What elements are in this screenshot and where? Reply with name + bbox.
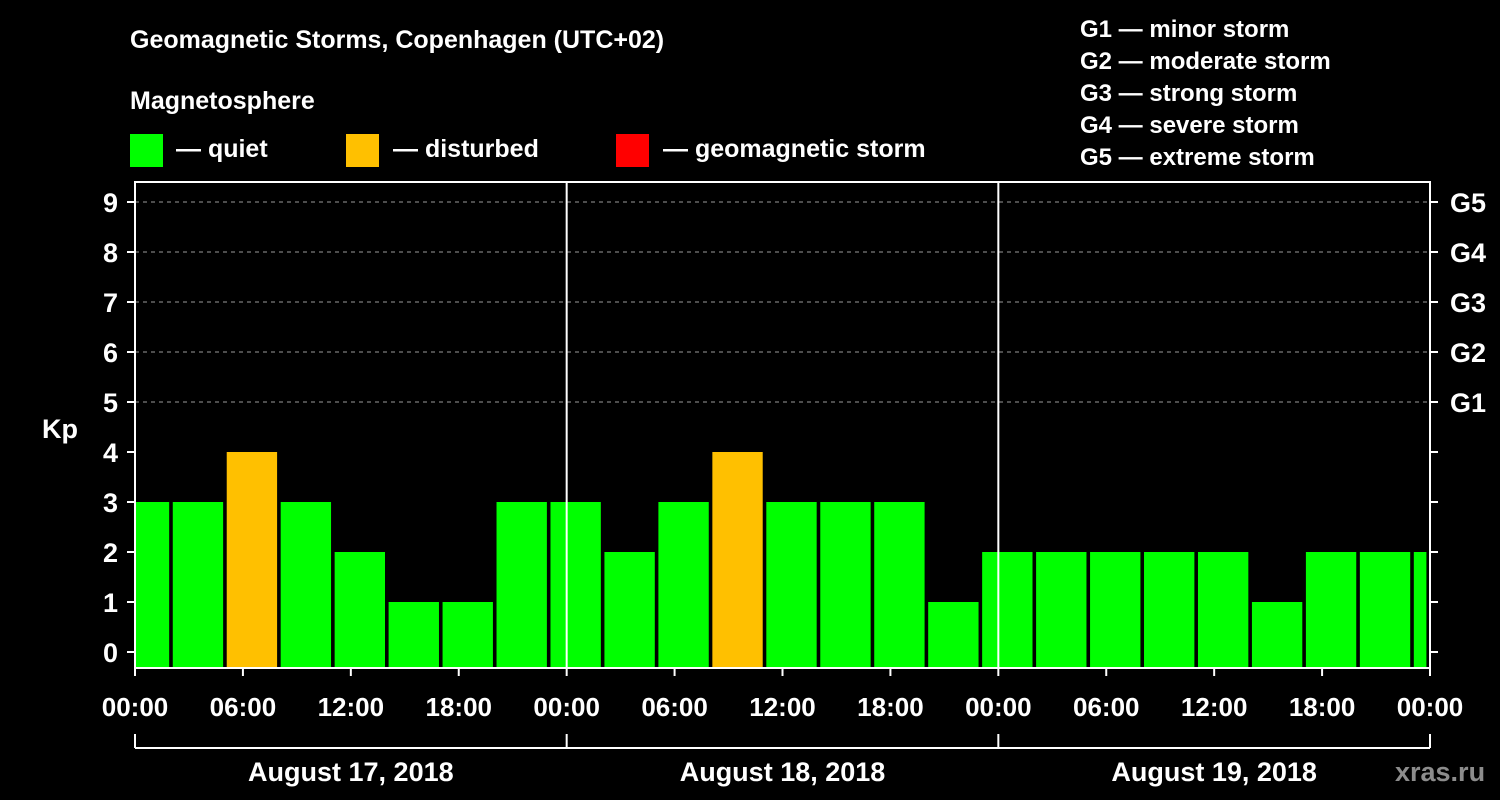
bar-11: [712, 452, 763, 668]
bar-4: [334, 552, 386, 668]
y-tick-label-5: 5: [103, 388, 118, 418]
storm-scale-g2: G2 — moderate storm: [1080, 48, 1331, 75]
bar-13: [820, 502, 871, 668]
bar-15: [928, 602, 979, 668]
y-tick-label-8: 8: [103, 238, 118, 268]
x-tick-label-4: 00:00: [533, 692, 600, 722]
bar-19: [1144, 552, 1195, 668]
bar-2: [226, 452, 278, 668]
x-tick-label-3: 18:00: [426, 692, 493, 722]
bar-3: [280, 502, 332, 668]
y-tick-label-0: 0: [103, 638, 118, 668]
y-tick-label-6: 6: [103, 338, 118, 368]
bar-5: [388, 602, 439, 668]
y-tick-label-2: 2: [103, 538, 118, 568]
x-tick-label-5: 06:00: [641, 692, 708, 722]
bar-12: [766, 502, 817, 668]
y-tick-label-3: 3: [103, 488, 118, 518]
legend-label-disturbed: — disturbed: [393, 135, 539, 163]
right-tick-label-g4: G4: [1450, 238, 1486, 268]
bar-23: [1359, 552, 1411, 668]
bar-9: [604, 552, 655, 668]
legend-swatch-storm: [616, 134, 649, 167]
day-label-2: August 19, 2018: [1111, 757, 1317, 787]
chart-title: Geomagnetic Storms, Copenhagen (UTC+02): [130, 26, 664, 54]
bar-8: [550, 502, 601, 668]
bar-6: [442, 602, 493, 668]
x-tick-label-2: 12:00: [318, 692, 385, 722]
bar-7: [496, 502, 547, 668]
bar-24: [1413, 552, 1427, 668]
legend-swatch-quiet: [130, 134, 163, 167]
y-axis-label: Kp: [42, 414, 78, 444]
legend: — quiet — disturbed — geomagnetic storm: [130, 134, 926, 167]
legend-title: Magnetosphere: [130, 87, 315, 115]
x-tick-label-12: 00:00: [1397, 692, 1464, 722]
x-tick-label-6: 12:00: [749, 692, 816, 722]
x-tick-label-8: 00:00: [965, 692, 1032, 722]
bar-21: [1251, 602, 1303, 668]
x-tick-label-11: 18:00: [1289, 692, 1356, 722]
bar-22: [1305, 552, 1357, 668]
y-tick-label-9: 9: [103, 188, 118, 218]
bar-0: [135, 502, 170, 668]
day-label-1: August 18, 2018: [680, 757, 886, 787]
storm-scale-g4: G4 — severe storm: [1080, 112, 1299, 139]
bar-16: [982, 552, 1033, 668]
bar-20: [1197, 552, 1249, 668]
legend-label-storm: — geomagnetic storm: [663, 135, 926, 163]
legend-label-quiet: — quiet: [176, 135, 268, 163]
right-tick-label-g5: G5: [1450, 188, 1486, 218]
bar-1: [172, 502, 224, 668]
watermark: xras.ru: [1395, 757, 1485, 787]
bar-14: [874, 502, 925, 668]
storm-scale-legend: G1 — minor storm G2 — moderate storm G3 …: [1080, 16, 1331, 171]
day-label-0: August 17, 2018: [248, 757, 454, 787]
bar-17: [1036, 552, 1087, 668]
right-tick-label-g1: G1: [1450, 388, 1486, 418]
right-tick-label-g2: G2: [1450, 338, 1486, 368]
bar-10: [658, 502, 709, 668]
storm-scale-g3: G3 — strong storm: [1080, 80, 1297, 107]
y-tick-label-7: 7: [103, 288, 118, 318]
plot-area: 0 1 2 3 4 5 6 7 8 9 G1 G2 G3 G4 G5 00:00 06:00 12:00 18:00…: [102, 181, 1486, 787]
x-tick-label-1: 06:00: [210, 692, 277, 722]
y-tick-label-1: 1: [103, 588, 118, 618]
legend-swatch-disturbed: [346, 134, 379, 167]
x-tick-label-9: 06:00: [1073, 692, 1140, 722]
storm-scale-g5: G5 — extreme storm: [1080, 144, 1315, 171]
storm-scale-g1: G1 — minor storm: [1080, 16, 1289, 43]
bar-18: [1090, 552, 1141, 668]
x-tick-label-0: 00:00: [102, 692, 169, 722]
right-tick-label-g3: G3: [1450, 288, 1486, 318]
y-tick-label-4: 4: [103, 438, 118, 468]
x-tick-label-7: 18:00: [857, 692, 924, 722]
x-tick-label-10: 12:00: [1181, 692, 1248, 722]
